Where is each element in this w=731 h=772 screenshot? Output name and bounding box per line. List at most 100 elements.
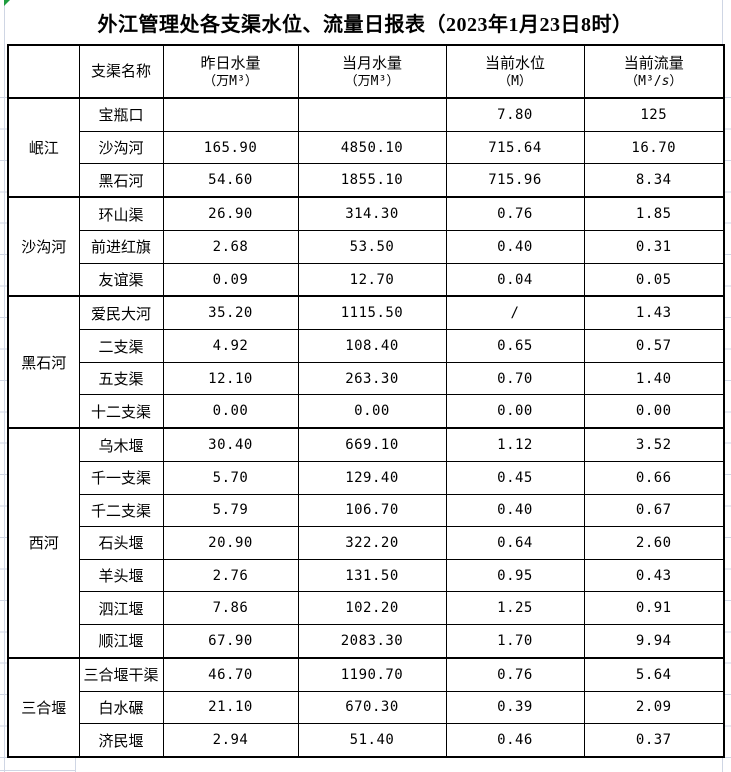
cell-name[interactable]: 羊头堰 [78,558,164,593]
cell-level[interactable]: 1.70 [445,623,585,659]
cell-flow[interactable]: 0.00 [583,394,725,429]
cell-month[interactable]: 106.70 [297,493,447,528]
cell-month[interactable]: 670.30 [297,690,447,725]
cell-level[interactable]: 0.46 [445,723,585,758]
cell-month[interactable]: 263.30 [297,361,447,396]
header-month-volume[interactable]: 当月水量 （万M³） [297,44,447,99]
cell-month[interactable]: 129.40 [297,461,447,495]
cell-name[interactable]: 黑石河 [78,163,164,198]
cell-flow[interactable]: 3.52 [583,427,725,463]
cell-month[interactable]: 322.20 [297,526,447,560]
header-corner-cell[interactable] [7,44,80,99]
cell-name[interactable]: 济民堰 [78,723,164,758]
group-label[interactable]: 岷江 [7,96,80,198]
cell-flow[interactable]: 2.60 [583,526,725,560]
cell-name[interactable]: 顺江堰 [78,623,164,659]
cell-level[interactable]: 0.39 [445,690,585,725]
cell-level[interactable]: 715.96 [445,163,585,198]
cell-yesterday[interactable]: 7.86 [162,591,299,625]
cell-yesterday[interactable]: 4.92 [162,329,299,363]
cell-name[interactable]: 五支渠 [78,361,164,396]
cell-yesterday[interactable]: 12.10 [162,361,299,396]
cell-flow[interactable]: 16.70 [583,130,725,165]
cell-yesterday[interactable]: 2.76 [162,558,299,593]
header-yesterday-volume[interactable]: 昨日水量 （万M³） [162,44,299,99]
cell-month[interactable]: 131.50 [297,558,447,593]
cell-flow[interactable]: 1.43 [583,295,725,331]
cell-yesterday[interactable]: 67.90 [162,623,299,659]
cell-name[interactable]: 乌木堰 [78,427,164,463]
cell-level[interactable]: 7.80 [445,96,585,132]
cell-month[interactable]: 669.10 [297,427,447,463]
cell-flow[interactable]: 1.40 [583,361,725,396]
cell-yesterday[interactable]: 5.70 [162,461,299,495]
cell-flow[interactable]: 125 [583,96,725,132]
cell-flow[interactable]: 9.94 [583,623,725,659]
group-label[interactable]: 黑石河 [7,295,80,429]
cell-month[interactable] [297,96,447,132]
group-label[interactable]: 沙沟河 [7,196,80,297]
cell-yesterday[interactable]: 2.68 [162,230,299,264]
cell-yesterday[interactable]: 21.10 [162,690,299,725]
cell-level[interactable]: 0.00 [445,394,585,429]
cell-name[interactable]: 千二支渠 [78,493,164,528]
cell-flow[interactable]: 0.66 [583,461,725,495]
cell-level[interactable]: / [445,295,585,331]
cell-yesterday[interactable]: 0.00 [162,394,299,429]
cell-level[interactable]: 0.45 [445,461,585,495]
group-label[interactable]: 三合堰 [7,656,80,758]
cell-name[interactable]: 千一支渠 [78,461,164,495]
cell-level[interactable]: 0.65 [445,329,585,363]
cell-yesterday[interactable]: 35.20 [162,295,299,331]
cell-level[interactable]: 0.40 [445,230,585,264]
cell-level[interactable]: 0.95 [445,558,585,593]
cell-yesterday[interactable]: 165.90 [162,130,299,165]
cell-name[interactable]: 爱民大河 [78,295,164,331]
cell-yesterday[interactable]: 30.40 [162,427,299,463]
cell-month[interactable]: 1190.70 [297,656,447,692]
cell-flow[interactable]: 2.09 [583,690,725,725]
cell-month[interactable]: 2083.30 [297,623,447,659]
cell-yesterday[interactable]: 2.94 [162,723,299,758]
cell-month[interactable]: 108.40 [297,329,447,363]
cell-name[interactable]: 泗江堰 [78,591,164,625]
cell-month[interactable]: 1115.50 [297,295,447,331]
cell-name[interactable]: 前进红旗 [78,230,164,264]
header-current-level[interactable]: 当前水位 （M） [445,44,585,99]
cell-name[interactable]: 友谊渠 [78,262,164,297]
cell-yesterday[interactable]: 0.09 [162,262,299,297]
cell-level[interactable]: 0.04 [445,262,585,297]
cell-name[interactable]: 白水碾 [78,690,164,725]
cell-yesterday[interactable]: 5.79 [162,493,299,528]
cell-yesterday[interactable]: 54.60 [162,163,299,198]
cell-flow[interactable]: 0.05 [583,262,725,297]
cell-month[interactable]: 1855.10 [297,163,447,198]
cell-yesterday[interactable]: 26.90 [162,196,299,232]
cell-month[interactable]: 102.20 [297,591,447,625]
cell-month[interactable]: 0.00 [297,394,447,429]
cell-flow[interactable]: 0.31 [583,230,725,264]
cell-name[interactable]: 宝瓶口 [78,96,164,132]
cell-flow[interactable]: 0.37 [583,723,725,758]
group-label[interactable]: 西河 [7,427,80,659]
cell-level[interactable]: 0.76 [445,196,585,232]
cell-flow[interactable]: 0.67 [583,493,725,528]
cell-flow[interactable]: 0.57 [583,329,725,363]
cell-name[interactable]: 三合堰干渠 [78,656,164,692]
cell-level[interactable]: 0.70 [445,361,585,396]
header-channel-name[interactable]: 支渠名称 [78,44,164,99]
cell-level[interactable]: 715.64 [445,130,585,165]
cell-yesterday[interactable]: 20.90 [162,526,299,560]
header-current-flow[interactable]: 当前流量 （M³/s） [583,44,725,99]
cell-yesterday[interactable] [162,96,299,132]
cell-flow[interactable]: 1.85 [583,196,725,232]
cell-month[interactable]: 12.70 [297,262,447,297]
cell-name[interactable]: 十二支渠 [78,394,164,429]
cell-flow[interactable]: 0.43 [583,558,725,593]
cell-month[interactable]: 314.30 [297,196,447,232]
cell-level[interactable]: 1.12 [445,427,585,463]
cell-flow[interactable]: 8.34 [583,163,725,198]
cell-level[interactable]: 0.40 [445,493,585,528]
cell-level[interactable]: 1.25 [445,591,585,625]
cell-name[interactable]: 沙沟河 [78,130,164,165]
